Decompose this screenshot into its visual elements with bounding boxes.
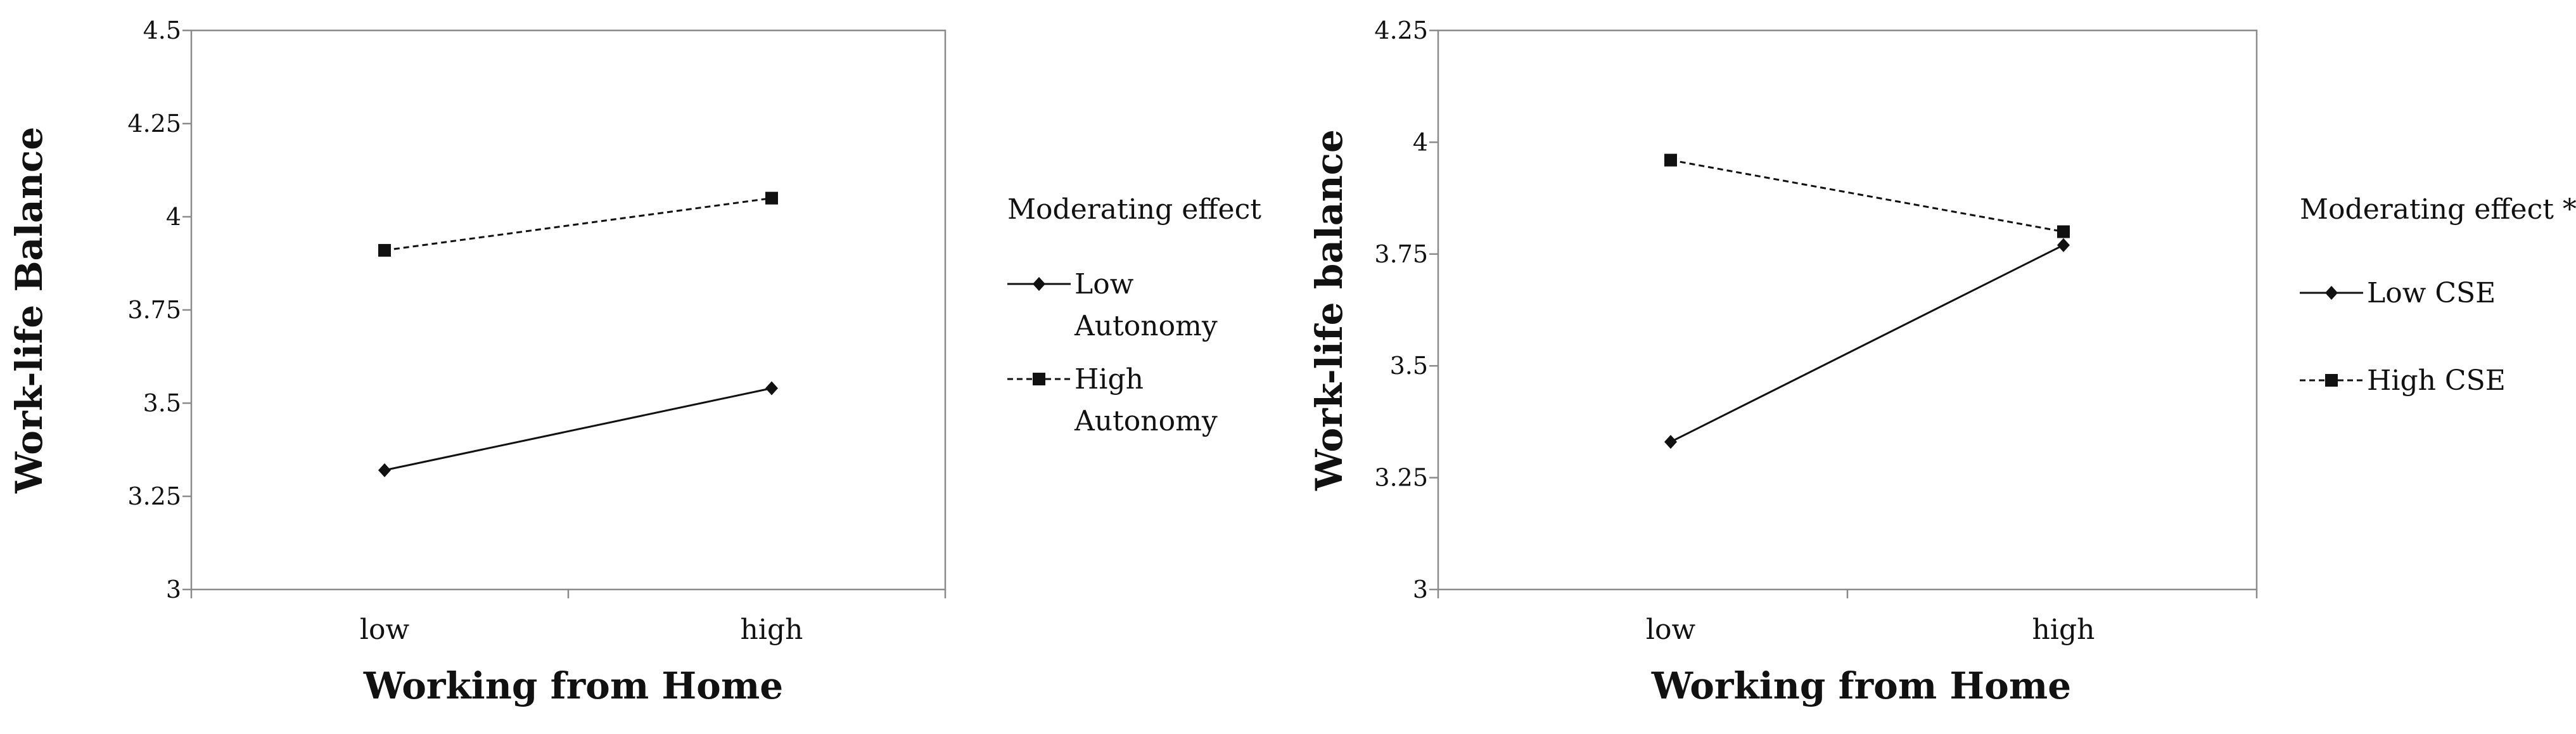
y-tick-label: 4 xyxy=(1413,128,1428,156)
x-tick-label: high xyxy=(2032,614,2095,646)
legend-title: Moderating effect xyxy=(1007,193,1261,226)
data-point-marker xyxy=(378,243,391,257)
series-line-1 xyxy=(384,197,772,252)
chart-cse: 3 3.25 3.5 3.75 4 4.25 low high Working from Hom… xyxy=(1308,16,2576,707)
x-axis-title: Working from Home xyxy=(1651,664,2071,707)
legend-entry-line: Autonomy xyxy=(1074,405,1218,437)
x-tick-label: low xyxy=(360,614,410,646)
plot-frame xyxy=(190,29,947,591)
y-tick-label: 3.25 xyxy=(1374,464,1428,492)
series-line-1 xyxy=(1670,159,2064,233)
x-tick-label: low xyxy=(1646,614,1696,646)
legend-entry-label: High Autonomy xyxy=(1074,363,1218,437)
y-axis-title: Work-life balance xyxy=(1308,129,1351,491)
legend-entry-line: Low xyxy=(1074,268,1134,300)
y-tick-label: 4.5 xyxy=(143,16,181,44)
chart-autonomy: 3 3.25 3.5 3.75 4 4.25 4.5 low high Working from … xyxy=(8,16,1261,707)
data-point-marker xyxy=(1664,435,1677,449)
x-tick-label: high xyxy=(741,614,803,646)
legend-entry-line: High xyxy=(1074,363,1144,396)
y-tick-label: 4 xyxy=(166,203,181,231)
data-point-marker xyxy=(765,381,778,396)
legend-entry-line: Autonomy xyxy=(1074,310,1218,342)
data-point-marker xyxy=(2057,225,2070,238)
legend-swatch-marker xyxy=(2325,286,2338,300)
legend-swatch-marker xyxy=(1033,373,1045,385)
data-point-marker xyxy=(2057,238,2070,252)
y-tick-label: 3.75 xyxy=(1374,240,1428,268)
data-point-marker xyxy=(378,463,391,477)
y-tick-label: 3.75 xyxy=(127,296,181,324)
y-tick-label: 3.5 xyxy=(143,389,181,417)
y-tick-label: 3 xyxy=(1413,576,1428,603)
x-axis-title: Working from Home xyxy=(363,664,783,707)
data-point-marker xyxy=(1664,153,1677,167)
series-line-0 xyxy=(384,387,772,472)
series-line-0 xyxy=(1670,244,2064,443)
y-tick-label: 3.5 xyxy=(1390,352,1428,380)
legend-swatch-marker xyxy=(2325,374,2338,387)
y-tick-label: 3 xyxy=(166,576,181,603)
y-tick-label: 4.25 xyxy=(127,110,181,138)
legend-entry-label: Low CSE xyxy=(2367,277,2496,309)
legend-entry-label: Low Autonomy xyxy=(1074,268,1218,342)
y-tick-label: 4.25 xyxy=(1374,16,1428,44)
legend-entry-label: High CSE xyxy=(2367,364,2506,397)
legend-title: Moderating effect ** xyxy=(2300,193,2576,226)
data-point-marker xyxy=(765,191,778,205)
y-axis-title: Work-life Balance xyxy=(8,127,51,494)
y-tick-label: 3.25 xyxy=(127,482,181,510)
plot-frame xyxy=(1437,29,2258,591)
legend-swatch-marker xyxy=(1033,277,1045,291)
